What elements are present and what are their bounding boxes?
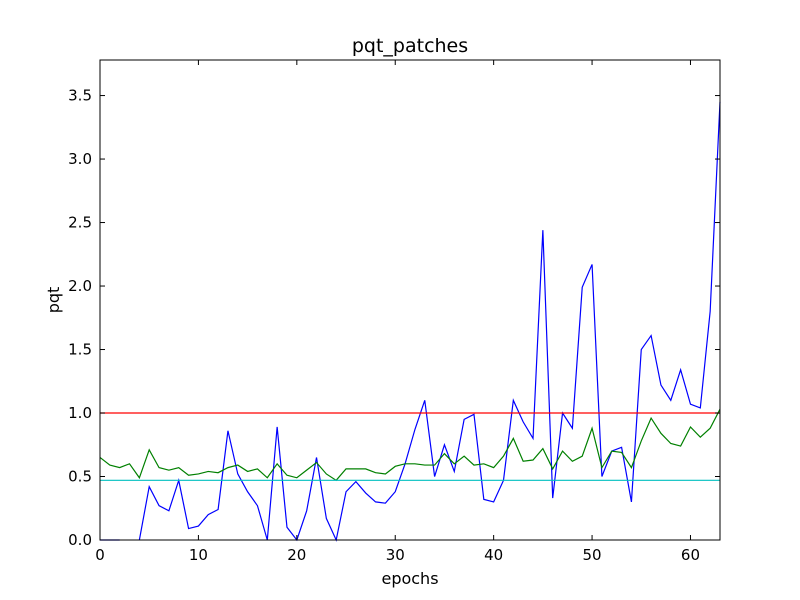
x-tick-label: 30 (386, 546, 405, 564)
x-tick-label: 0 (95, 546, 105, 564)
y-tick-label: 3.0 (68, 150, 92, 168)
y-tick-label: 1.0 (68, 404, 92, 422)
x-tick-label: 60 (681, 546, 700, 564)
x-tick-label: 10 (189, 546, 208, 564)
y-tick-label: 0.0 (68, 531, 92, 549)
y-tick-label: 0.5 (68, 468, 92, 486)
y-tick-label: 2.5 (68, 214, 92, 232)
y-tick-label: 2.0 (68, 277, 92, 295)
y-tick-label: 3.5 (68, 87, 92, 105)
y-axis-label: pqt (44, 287, 63, 314)
x-tick-label: 20 (287, 546, 306, 564)
data-line (138, 101, 721, 542)
x-tick-label: 40 (484, 546, 503, 564)
plot-frame (99, 59, 721, 541)
x-tick-label: 50 (583, 546, 602, 564)
data-line (99, 408, 721, 482)
chart-title: pqt_patches (352, 35, 468, 57)
x-axis-label: epochs (381, 569, 438, 588)
y-tick-label: 1.5 (68, 341, 92, 359)
